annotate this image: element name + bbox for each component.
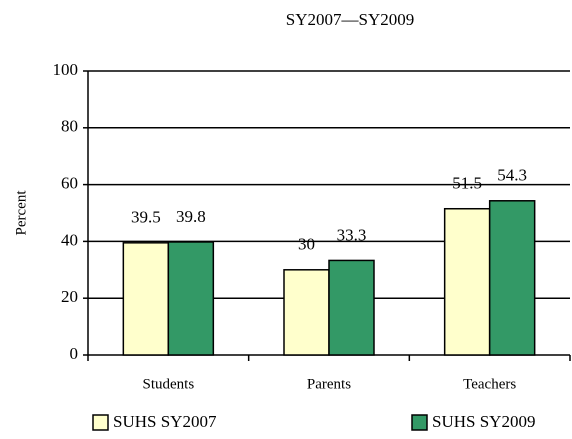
y-axis-label: Percent: [13, 190, 29, 236]
bar: [283, 269, 330, 356]
legend-swatch: [92, 414, 109, 431]
legend-swatch: [411, 414, 428, 431]
value-label: 54.3: [497, 166, 527, 185]
value-label: 30: [298, 235, 315, 254]
bar: [167, 241, 215, 356]
x-tick-label: Students: [142, 376, 194, 392]
bar: [122, 242, 170, 356]
value-label: 39.8: [176, 207, 206, 226]
bar: [328, 259, 375, 356]
y-tick-label: 20: [61, 287, 78, 306]
value-label: 51.5: [452, 174, 482, 193]
y-tick-label: 60: [61, 174, 78, 193]
chart-title: SY2007—SY2009: [286, 10, 414, 29]
bar: [488, 200, 536, 356]
y-tick-label: 80: [61, 117, 78, 136]
y-tick-label: 100: [53, 60, 79, 79]
x-tick-label: Parents: [307, 376, 351, 392]
legend-label: SUHS SY2007: [113, 412, 217, 431]
y-tick-label: 40: [61, 230, 78, 249]
y-tick-label: 0: [70, 344, 79, 363]
value-label: 33.3: [337, 225, 367, 244]
bar: [443, 207, 491, 356]
legend-label: SUHS SY2009: [432, 412, 535, 431]
x-tick-label: Teachers: [463, 376, 516, 392]
value-label: 39.5: [131, 208, 161, 227]
